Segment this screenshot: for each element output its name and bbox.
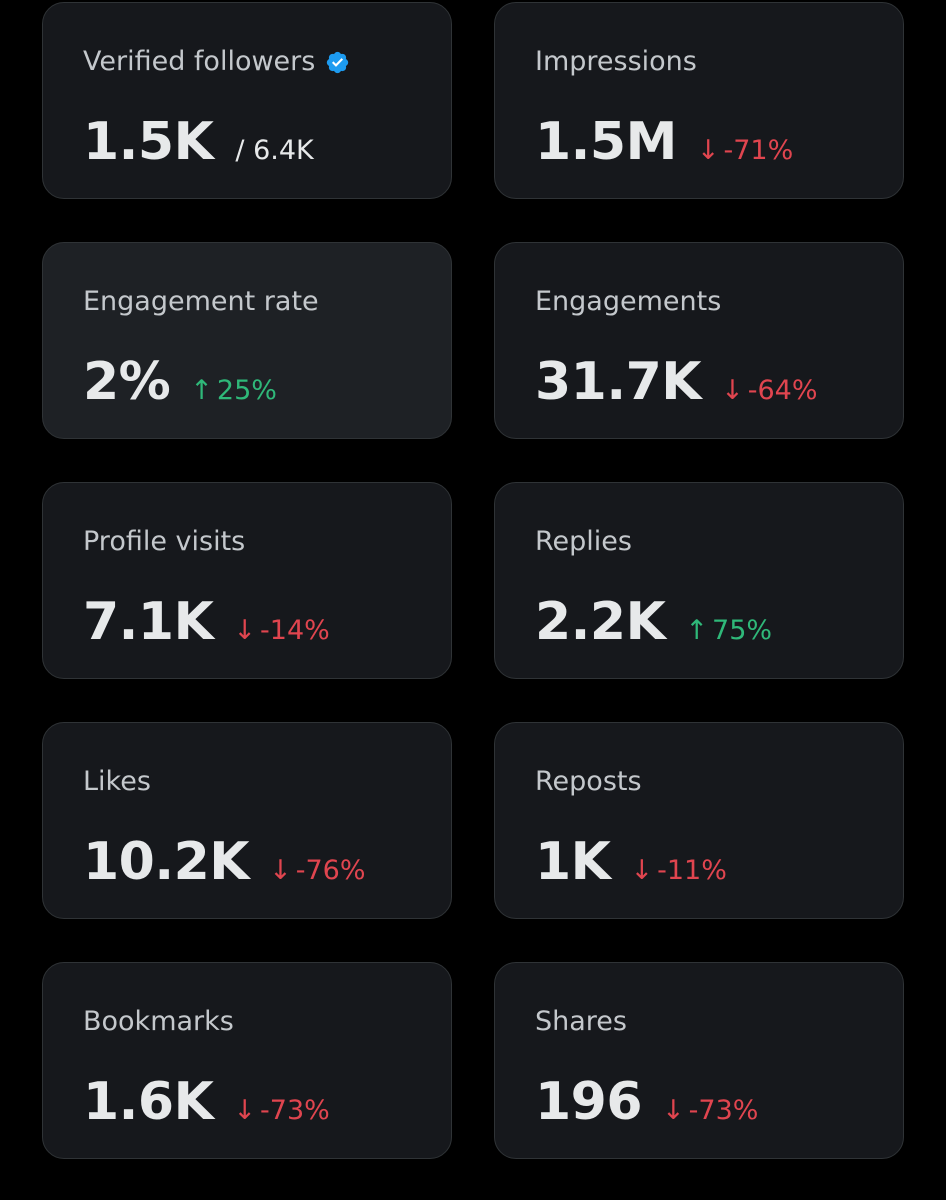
card-label: Shares — [535, 1006, 627, 1037]
card-value: 2% — [83, 352, 171, 412]
change-value: -73% — [260, 1095, 330, 1126]
arrow-down-icon: ↓ — [721, 375, 744, 406]
card-change: ↑ 75% — [685, 615, 772, 646]
verified-badge-icon — [325, 50, 350, 75]
card-label-wrapper: Verified followers — [83, 45, 350, 79]
card-value-row: 31.7K ↓ -64% — [535, 350, 817, 414]
card-likes[interactable]: Likes 10.2K ↓ -76% — [42, 722, 452, 919]
card-value-row: 2% ↑ 25% — [83, 350, 277, 414]
card-engagement-rate[interactable]: Engagement rate 2% ↑ 25% — [42, 242, 452, 439]
card-value: 196 — [535, 1072, 643, 1132]
card-value: 1.5M — [535, 112, 677, 172]
change-value: -14% — [260, 615, 330, 646]
card-engagements[interactable]: Engagements 31.7K ↓ -64% — [494, 242, 904, 439]
card-label: Verified followers — [83, 46, 316, 77]
card-value: 1.6K — [83, 1072, 214, 1132]
card-reposts[interactable]: Reposts 1K ↓ -11% — [494, 722, 904, 919]
card-verified-followers[interactable]: Verified followers 1.5K / 6.4K — [42, 2, 452, 199]
arrow-down-icon: ↓ — [662, 1095, 685, 1126]
change-value: 75% — [712, 615, 773, 646]
card-label: Engagements — [535, 286, 722, 317]
arrow-up-icon: ↑ — [685, 615, 709, 646]
card-value-row: 1.5M ↓ -71% — [535, 110, 793, 174]
card-label: Reposts — [535, 766, 642, 797]
card-label: Likes — [83, 766, 151, 797]
card-value-row: 196 ↓ -73% — [535, 1070, 758, 1134]
card-change: ↓ -73% — [662, 1095, 758, 1126]
arrow-down-icon: ↓ — [630, 855, 654, 886]
change-value: -73% — [688, 1095, 759, 1126]
card-label: Profile visits — [83, 526, 246, 557]
card-label: Replies — [535, 526, 632, 557]
card-change: ↓ -73% — [233, 1095, 329, 1126]
card-label: Impressions — [535, 46, 697, 77]
arrow-down-icon: ↓ — [233, 615, 257, 646]
arrow-up-icon: ↑ — [190, 375, 213, 406]
card-value: 31.7K — [535, 352, 702, 412]
card-value-row: 1.5K / 6.4K — [83, 110, 314, 174]
card-shares[interactable]: Shares 196 ↓ -73% — [494, 962, 904, 1159]
card-change: ↓ -76% — [269, 855, 365, 886]
card-label: Engagement rate — [83, 286, 319, 317]
arrow-down-icon: ↓ — [233, 1095, 257, 1126]
card-value: 10.2K — [83, 832, 250, 892]
card-value-row: 10.2K ↓ -76% — [83, 830, 365, 894]
card-value: 1K — [535, 832, 611, 892]
change-value: 25% — [216, 375, 277, 406]
card-value-row: 2.2K ↑ 75% — [535, 590, 772, 654]
card-impressions[interactable]: Impressions 1.5M ↓ -71% — [494, 2, 904, 199]
card-value-row: 1.6K ↓ -73% — [83, 1070, 330, 1134]
card-profile-visits[interactable]: Profile visits 7.1K ↓ -14% — [42, 482, 452, 679]
card-value-row: 1K ↓ -11% — [535, 830, 727, 894]
card-change: ↑ 25% — [190, 375, 277, 406]
card-value: 7.1K — [83, 592, 214, 652]
card-label: Bookmarks — [83, 1006, 234, 1037]
card-replies[interactable]: Replies 2.2K ↑ 75% — [494, 482, 904, 679]
change-value: -71% — [723, 135, 794, 166]
card-change: ↓ -14% — [233, 615, 329, 646]
change-value: -64% — [747, 375, 818, 406]
card-value: 1.5K — [83, 112, 214, 172]
change-value: -76% — [295, 855, 366, 886]
arrow-down-icon: ↓ — [696, 135, 720, 166]
arrow-down-icon: ↓ — [269, 855, 292, 886]
card-value-row: 7.1K ↓ -14% — [83, 590, 330, 654]
card-change: ↓ -11% — [630, 855, 726, 886]
card-total: / 6.4K — [235, 135, 314, 166]
card-bookmarks[interactable]: Bookmarks 1.6K ↓ -73% — [42, 962, 452, 1159]
card-change: ↓ -71% — [697, 135, 793, 166]
card-change: ↓ -64% — [721, 375, 817, 406]
change-value: -11% — [657, 855, 727, 886]
card-value: 2.2K — [535, 592, 666, 652]
